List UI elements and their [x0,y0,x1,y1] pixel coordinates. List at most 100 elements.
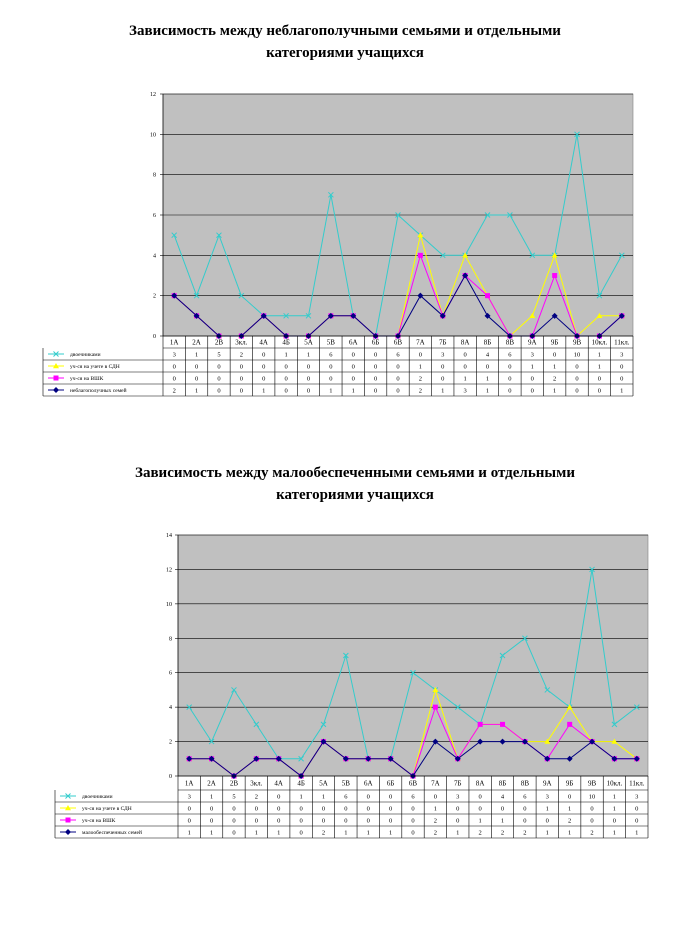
chart-1-title: Зависимость между неблагополучными семья… [0,20,695,64]
series-4-point [275,755,282,762]
series-1-point [574,131,580,138]
category-label: 6А [349,339,358,347]
data-table-cell: 0 [329,363,332,370]
category-label: 7Б [454,780,462,788]
data-table-cell: 0 [277,817,280,824]
data-table-cell: 0 [575,363,578,370]
category-label: 8Б [484,339,492,347]
series-1-point [633,704,640,710]
data-table-cell: 0 [396,387,399,394]
data-table-cell: 2 [419,375,422,382]
category-label: 9Б [566,780,574,788]
data-table-cell: 0 [329,375,332,382]
data-table-cell: 0 [389,817,392,824]
data-table-cell: 0 [575,375,578,382]
y-tick-label: 2 [153,294,156,300]
category-label: 1А [185,780,194,788]
category-label: 11кл. [629,780,645,788]
series-4-point [499,738,506,745]
data-table-cell: 0 [210,805,213,812]
data-table-cell: 0 [508,363,511,370]
data-table-cell: 0 [508,387,511,394]
series-1-point [231,687,237,693]
category-label: 4А [259,339,268,347]
series-4-point [477,738,484,745]
data-table-cell: 2 [255,793,258,800]
series-3-point [552,273,558,278]
series-4-point [432,738,439,745]
plot-area [177,534,649,777]
legend-marker-4 [65,829,71,835]
category-label: 10кл. [592,339,608,347]
category-label: 9В [573,339,582,347]
data-table-cell: 0 [531,387,534,394]
data-table-cell: 1 [195,351,198,358]
legend-marker-1 [53,351,59,357]
series-2-point [551,252,558,258]
category-label: 6В [394,339,403,347]
data-table-cell: 3 [531,351,534,358]
data-table-cell: 1 [486,375,489,382]
data-table-cell: 1 [464,375,467,382]
data-table-cell: 0 [307,387,310,394]
chart-2-title: Зависимость между малообеспеченными семь… [5,462,700,506]
series-1-point [589,566,595,573]
series-1-point [499,652,506,659]
data-table-cell: 0 [307,363,310,370]
y-tick-label: 12 [166,567,172,573]
data-table-cell: 0 [195,375,198,382]
y-tick-label: 14 [166,533,172,539]
y-tick-label: 6 [169,671,172,677]
data-table-cell: 0 [322,817,325,824]
category-label: 2А [207,780,216,788]
data-table-cell: 0 [479,805,482,812]
data-table-cell: 0 [374,375,377,382]
category-label: 2А [192,339,201,347]
series-3-point [500,721,506,727]
series-4-point [350,312,357,319]
data-table-cell: 6 [523,793,527,800]
y-tick-label: 10 [166,602,172,608]
data-table-cell: 5 [232,793,235,800]
legend-label-2: уч-ся на учете в СДН [82,806,132,812]
data-table-cell: 1 [479,817,482,824]
series-2-point [611,738,618,744]
series-4-point [551,312,558,319]
data-table-cell: 0 [575,387,578,394]
data-table-cell: 3 [456,793,459,800]
data-table-cell: 2 [173,387,176,394]
data-table-cell: 1 [195,387,198,394]
data-table-cell: 0 [531,375,534,382]
data-table-cell: 0 [299,817,302,824]
data-table-cell: 2 [501,829,504,836]
series-1-point [395,212,401,218]
data-table-cell: 0 [262,351,265,358]
data-table-cell: 0 [255,805,258,812]
data-table-cell: 2 [434,817,437,824]
data-table-cell: 3 [464,387,467,394]
series-1-point [522,635,528,642]
data-table-cell: 0 [486,363,489,370]
series-4-point [484,312,491,319]
series-1-point [484,212,491,218]
data-table-cell: 0 [508,375,511,382]
series-4-point [439,312,446,319]
chart-2-title-line-2: категориями учащихся [276,487,434,503]
data-table-cell: 1 [210,829,213,836]
data-table-cell: 4 [501,793,505,800]
data-table-cell: 1 [635,829,638,836]
category-label: 7А [416,339,425,347]
series-4-point [611,755,618,762]
category-label: 1А [170,339,179,347]
category-label: 9Б [551,339,559,347]
legend-marker-4 [53,387,59,393]
data-table-cell: 0 [479,793,482,800]
series-1-point [454,704,461,710]
series-4-point [365,755,372,762]
y-tick-label: 0 [153,334,156,340]
series-4-point [342,755,349,762]
y-tick-label: 10 [150,132,156,138]
y-tick-label: 0 [169,774,172,780]
data-table-cell: 0 [456,817,459,824]
